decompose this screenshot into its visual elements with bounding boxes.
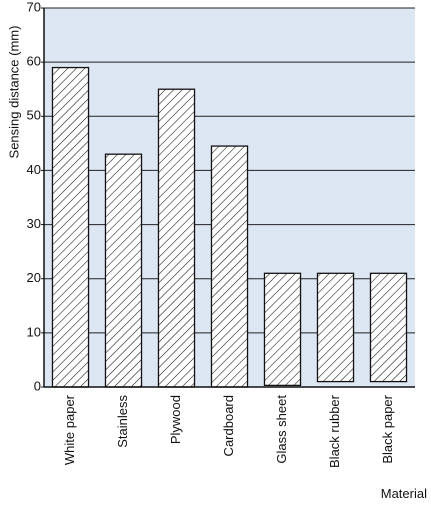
y-tick-label: 70 (27, 0, 41, 14)
y-tick-label: 30 (27, 216, 41, 231)
y-tick-label: 40 (27, 162, 41, 177)
bar (157, 88, 196, 388)
x-tick-label: Stainless (115, 395, 130, 448)
x-axis-label: Material (381, 486, 427, 501)
y-tick-label: 20 (27, 270, 41, 285)
y-tick-label: 10 (27, 324, 41, 339)
y-axis-label: Sensing distance (mm) (6, 26, 21, 159)
x-tick-label: Glass sheet (274, 395, 289, 464)
x-tick-label: Cardboard (221, 395, 236, 456)
x-tick-label: Black rubber (327, 394, 342, 468)
bar (369, 272, 408, 383)
bar (210, 145, 249, 388)
y-tick-label: 50 (27, 108, 41, 123)
y-tick-label: 60 (27, 54, 41, 69)
bar (316, 272, 355, 383)
y-tick-label: 0 (34, 378, 41, 393)
bar (263, 272, 302, 387)
bar (51, 66, 90, 388)
x-tick-label: White paper (62, 394, 77, 465)
x-tick-label: Plywood (168, 395, 183, 444)
x-tick-label: Black paper (380, 394, 395, 463)
bar (104, 153, 143, 388)
